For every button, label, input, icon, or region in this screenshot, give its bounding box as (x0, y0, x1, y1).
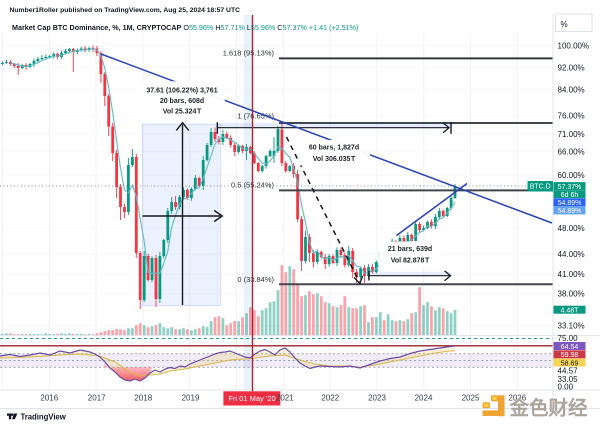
svg-text:Vol 82.878 T: Vol 82.878 T (391, 257, 430, 264)
svg-text:48.00%: 48.00% (558, 224, 585, 233)
svg-text:41.00%: 41.00% (558, 270, 585, 279)
svg-text:44.00%: 44.00% (558, 250, 585, 259)
svg-text:60 bars, 1,827d: 60 bars, 1,827d (309, 144, 359, 151)
svg-text:33.10%: 33.10% (558, 322, 585, 331)
svg-text:0.00: 0.00 (558, 382, 574, 391)
svg-text:2023: 2023 (368, 394, 386, 403)
svg-text:%: % (561, 20, 568, 29)
svg-text:2022: 2022 (321, 394, 339, 403)
svg-text:71.00%: 71.00% (558, 130, 585, 139)
svg-text:2024: 2024 (415, 394, 433, 403)
svg-text:2025: 2025 (462, 394, 480, 403)
svg-text:38.00%: 38.00% (558, 290, 585, 299)
svg-text:60.00%: 60.00% (558, 171, 585, 180)
svg-text:76.00%: 76.00% (558, 112, 585, 121)
svg-text:59.98: 59.98 (561, 352, 579, 359)
svg-text:BTC.D: BTC.D (530, 184, 551, 191)
svg-text:Number1Roller published on Tra: Number1Roller published on TradingView.c… (10, 7, 241, 14)
svg-text:2021: 2021 (276, 394, 294, 403)
svg-text:2026: 2026 (508, 394, 526, 403)
svg-text:64.54: 64.54 (561, 344, 579, 351)
svg-text:84.00%: 84.00% (558, 85, 585, 94)
svg-text:2016: 2016 (40, 394, 58, 403)
svg-text:6d 6h: 6d 6h (561, 192, 579, 199)
svg-text:0 (33.84%): 0 (33.84%) (237, 275, 274, 284)
svg-text:33.05: 33.05 (558, 375, 579, 384)
svg-text:37.61 (106.22%) 3,761: 37.61 (106.22%) 3,761 (146, 87, 217, 94)
svg-text:21 bars, 639d: 21 bars, 639d (388, 246, 432, 253)
svg-text:Market Cap BTC Dominance, %, 1: Market Cap BTC Dominance, %, 1M, CRYPTOC… (12, 23, 358, 32)
svg-text:Vol 25.324 T: Vol 25.324 T (163, 108, 202, 115)
svg-text:100.00%: 100.00% (558, 41, 590, 50)
svg-text:58.69: 58.69 (561, 360, 579, 367)
svg-text:金色财经: 金色财经 (509, 397, 589, 420)
svg-text:2017: 2017 (88, 394, 106, 403)
svg-text:54.89%: 54.89% (558, 200, 582, 207)
svg-text:66.00%: 66.00% (558, 148, 585, 157)
svg-text:54.89%: 54.89% (558, 208, 582, 215)
svg-text:75.00: 75.00 (558, 334, 579, 343)
svg-text:44.57: 44.57 (558, 367, 579, 376)
svg-text:Fri 01 May '20: Fri 01 May '20 (228, 394, 275, 403)
svg-text:4.48T: 4.48T (561, 308, 580, 315)
svg-text:TradingView: TradingView (21, 413, 67, 422)
svg-text:2019: 2019 (182, 394, 200, 403)
svg-text:1.618 (95.13%): 1.618 (95.13%) (223, 49, 275, 58)
svg-text:Vol 306.035 T: Vol 306.035 T (313, 156, 356, 163)
svg-text:2018: 2018 (134, 394, 152, 403)
svg-text:1 (76.65%): 1 (76.65%) (237, 112, 274, 121)
svg-text:20 bars, 608d: 20 bars, 608d (160, 98, 204, 105)
svg-text:92.00%: 92.00% (558, 63, 585, 72)
svg-text:57.37%: 57.37% (558, 184, 582, 191)
